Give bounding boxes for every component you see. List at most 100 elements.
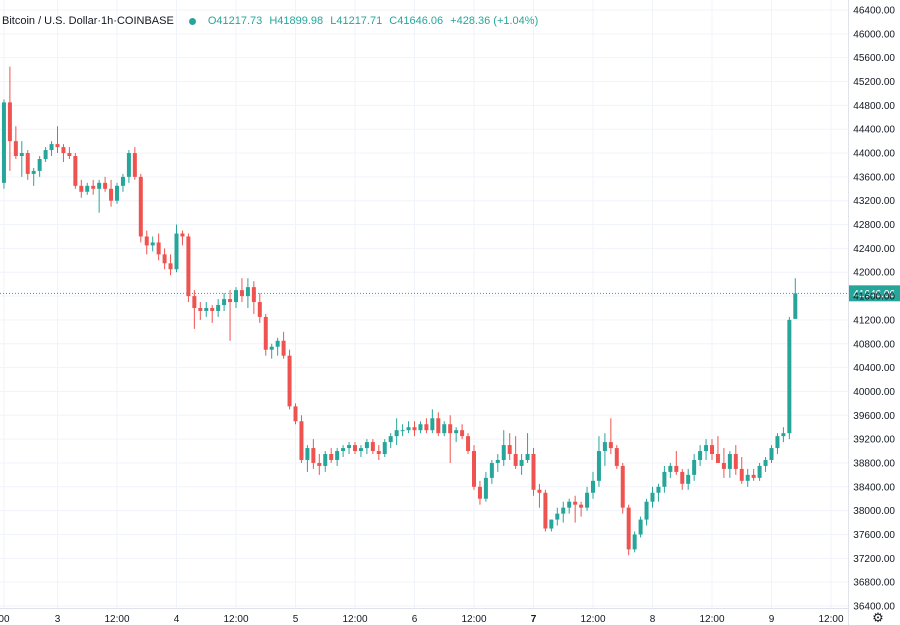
candle-body (198, 308, 203, 311)
candle-body (501, 445, 506, 460)
candle-body (305, 448, 310, 460)
candle-body (406, 427, 411, 431)
candle-body (275, 340, 280, 347)
candle-body (710, 445, 714, 455)
candle-body (579, 504, 584, 508)
candle-body (632, 534, 637, 550)
price-tick-label: 40400.00 (853, 363, 895, 374)
candle-body (299, 421, 304, 460)
candle-body (680, 471, 685, 484)
price-tick-label: 45200.00 (853, 77, 895, 88)
candle-body (335, 451, 340, 460)
time-tick-label: 9 (769, 614, 775, 625)
candle-body (370, 442, 375, 452)
candle-body (525, 454, 530, 460)
candle-body (97, 182, 102, 189)
candle-body (489, 462, 494, 478)
candle-body (430, 418, 435, 431)
candle-body (67, 153, 72, 157)
candle-body (567, 501, 572, 508)
candle-body (19, 153, 24, 157)
candle-body (561, 507, 566, 514)
price-tick-label: 37200.00 (853, 554, 895, 565)
candle-body (85, 185, 90, 192)
candle-body (109, 188, 114, 201)
candle-body (668, 465, 673, 472)
price-tick-label: 43600.00 (853, 172, 895, 183)
candle-body (341, 448, 346, 452)
candle-body (674, 465, 679, 472)
candle-body (644, 501, 649, 520)
candle-body (162, 254, 167, 264)
candle-body (555, 513, 560, 520)
time-tick-label: 12:00 (342, 614, 367, 625)
time-tick-label: 5 (293, 614, 299, 625)
candle-body (549, 519, 554, 529)
symbol-legend: Bitcoin / U.S. Dollar · 1h · COINBASE O4… (2, 13, 538, 29)
candle-body (269, 346, 274, 350)
time-axis[interactable]: 00 3 12:00 4 12:00 5 12:00 6 12:00 7 12:00 8 12:00 9 1… (0, 608, 848, 625)
candle-body (531, 454, 536, 490)
candle-body (662, 471, 667, 487)
change-value: +428.36 (+1.04%) (450, 15, 539, 27)
candle-body (472, 451, 476, 487)
candle-body (745, 474, 750, 481)
candle-body (239, 290, 244, 297)
candle-body (394, 430, 399, 437)
candle-body (156, 242, 161, 255)
candle-body (460, 430, 465, 437)
candle-body (329, 454, 334, 460)
candle-body (353, 445, 357, 452)
candle-body (376, 451, 381, 455)
interval-label[interactable]: 1h (101, 15, 114, 27)
candle-body (228, 299, 233, 303)
gear-icon[interactable]: ⚙ (872, 610, 884, 625)
candle-body (608, 442, 613, 449)
candle-body (573, 501, 578, 505)
price-tick-label: 44800.00 (853, 101, 895, 112)
time-tick-label: 6 (412, 614, 418, 625)
candle-body (358, 448, 363, 452)
candle-body (174, 233, 179, 270)
price-tick-label: 44000.00 (853, 149, 895, 160)
candle-body (650, 492, 655, 502)
candle-body (204, 308, 209, 311)
candle-body (103, 182, 108, 189)
candle-body (287, 355, 292, 407)
candle-body (323, 454, 328, 466)
symbol-name: Bitcoin / U.S. Dollar (2, 15, 98, 27)
candle-body (25, 153, 30, 174)
candle-body (210, 308, 215, 311)
price-tick-label: 39200.00 (853, 435, 895, 446)
candle-body (537, 489, 542, 493)
price-tick-label: 44400.00 (853, 125, 895, 136)
candle-body (7, 102, 12, 142)
candle-body (168, 263, 173, 270)
price-tick-label: 42400.00 (853, 244, 895, 255)
candle-body (436, 418, 441, 434)
time-tick-label: 8 (650, 614, 656, 625)
candle-body (787, 319, 792, 434)
legend-separator: · (113, 15, 117, 27)
price-tick-label: 41600.00 (853, 292, 895, 303)
candle-body (245, 287, 250, 297)
time-tick-label: 12:00 (580, 614, 605, 625)
time-tick-label: 12:00 (223, 614, 248, 625)
candle-body (591, 480, 595, 493)
price-axis[interactable]: 46400.00 46000.00 45600.00 45200.00 44800.00… (848, 0, 896, 625)
candle-body (126, 153, 131, 177)
candle-body (382, 442, 387, 455)
candle-body (739, 468, 744, 481)
last-price-label: 41646.06 (853, 289, 895, 300)
price-tick-label: 40000.00 (853, 387, 895, 398)
exchange-label: COINBASE (116, 15, 174, 27)
candle-body (769, 448, 774, 460)
price-tick-label: 46000.00 (853, 29, 895, 40)
candle-body (43, 150, 48, 159)
candle-body (513, 454, 518, 466)
price-tick-label: 36400.00 (853, 602, 895, 613)
time-tick-label: 12:00 (461, 614, 486, 625)
time-tick-label: 3 (55, 614, 61, 625)
low-value: L41217.71 (330, 15, 383, 27)
